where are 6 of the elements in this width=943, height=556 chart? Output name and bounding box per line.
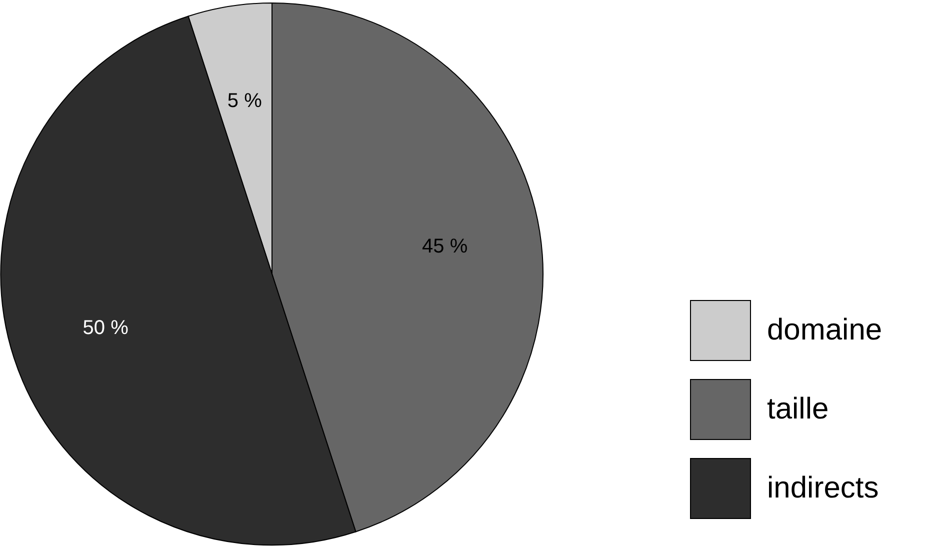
legend-label: domaine <box>767 314 882 346</box>
data-label: 45 % <box>422 236 468 258</box>
data-label: 50 % <box>82 317 129 340</box>
legend-label: taille <box>767 392 829 426</box>
legend-label: indirects <box>767 472 879 504</box>
data-label: 5 % <box>227 90 262 112</box>
